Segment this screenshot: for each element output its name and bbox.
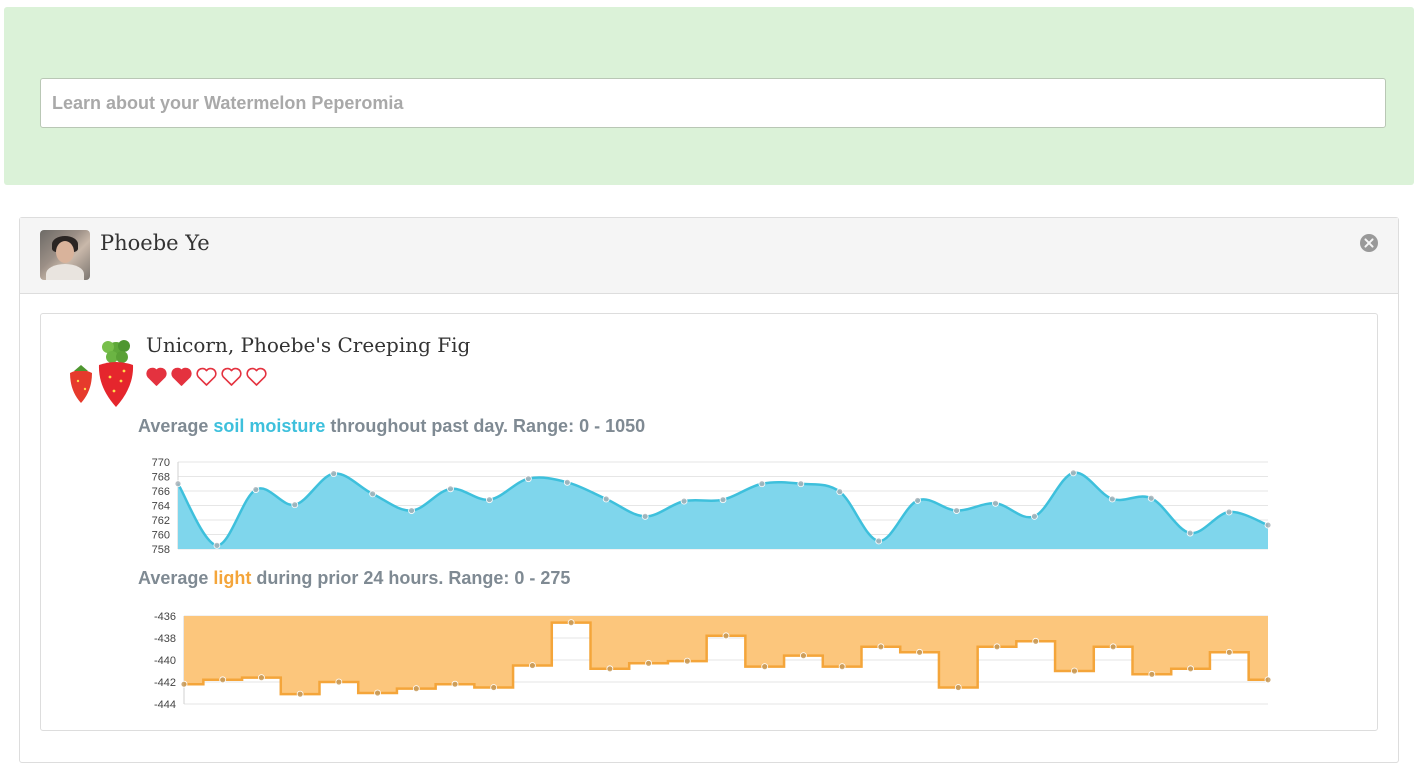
data-point[interactable]: [1032, 637, 1040, 645]
y-tick-label: -440: [154, 655, 176, 667]
data-point[interactable]: [174, 480, 182, 488]
plant-name: Unicorn, Phoebe's Creeping Fig: [146, 333, 471, 357]
data-point[interactable]: [993, 643, 1001, 651]
data-point[interactable]: [291, 501, 299, 509]
data-point[interactable]: [800, 652, 807, 659]
data-point[interactable]: [1225, 648, 1233, 656]
data-point[interactable]: [296, 690, 304, 698]
data-point[interactable]: [408, 507, 415, 514]
data-point[interactable]: [1148, 670, 1156, 678]
series-area: [184, 616, 1268, 695]
y-tick-label: 768: [152, 472, 170, 484]
data-point[interactable]: [1031, 512, 1038, 520]
user-panel-header: Phoebe Ye: [20, 218, 1398, 294]
y-tick-label: -436: [154, 611, 176, 623]
light-chart: -436 -438 -440 -442 -444: [154, 611, 1272, 711]
data-point[interactable]: [486, 496, 493, 504]
y-tick-label: -444: [154, 699, 176, 711]
data-point[interactable]: [1264, 676, 1272, 684]
data-point[interactable]: [335, 678, 343, 686]
data-point[interactable]: [180, 680, 188, 688]
data-point[interactable]: [369, 490, 377, 498]
data-point[interactable]: [567, 619, 575, 627]
rating-hearts: [146, 367, 267, 386]
search-banner: [4, 7, 1414, 185]
data-point[interactable]: [722, 632, 730, 640]
data-point[interactable]: [645, 659, 652, 667]
data-point[interactable]: [1187, 665, 1194, 673]
data-point[interactable]: [875, 537, 883, 545]
data-point[interactable]: [916, 648, 923, 656]
data-point[interactable]: [602, 495, 610, 503]
data-point[interactable]: [258, 674, 265, 681]
light-title-highlight: light: [213, 568, 252, 588]
close-icon[interactable]: [1360, 234, 1378, 252]
data-point[interactable]: [563, 478, 571, 486]
data-point[interactable]: [758, 480, 766, 488]
data-point[interactable]: [374, 689, 381, 697]
heart-outline-icon[interactable]: [196, 367, 217, 386]
data-point[interactable]: [1147, 494, 1155, 502]
series-area: [178, 472, 1268, 549]
y-tick-label: 762: [152, 515, 170, 527]
data-point[interactable]: [447, 485, 454, 493]
y-tick-label: 764: [152, 501, 170, 513]
user-name: Phoebe Ye: [100, 231, 210, 255]
y-tick-label: -438: [154, 633, 176, 645]
data-point[interactable]: [252, 486, 260, 493]
search-input[interactable]: [40, 78, 1386, 128]
data-point[interactable]: [451, 680, 459, 688]
avatar: [40, 230, 90, 280]
heart-filled-icon[interactable]: [146, 367, 167, 386]
data-point[interactable]: [953, 507, 960, 514]
data-point[interactable]: [683, 657, 691, 665]
user-panel: Phoebe Ye Unicorn, Phoebe's Creeping Fig…: [19, 217, 1399, 763]
data-point[interactable]: [992, 499, 999, 507]
plant-icon: [70, 340, 134, 407]
data-point[interactable]: [761, 663, 769, 670]
heart-outline-icon[interactable]: [246, 367, 267, 386]
data-point[interactable]: [1186, 529, 1194, 537]
data-point[interactable]: [219, 676, 227, 684]
data-point[interactable]: [524, 475, 532, 483]
y-tick-label: 760: [152, 530, 170, 542]
data-point[interactable]: [954, 684, 962, 691]
data-point[interactable]: [1109, 643, 1117, 651]
data-point[interactable]: [641, 512, 649, 520]
soil-title-highlight: soil moisture: [213, 416, 326, 436]
data-point[interactable]: [412, 685, 420, 692]
data-point[interactable]: [213, 541, 221, 549]
data-point[interactable]: [877, 643, 885, 651]
heart-outline-icon[interactable]: [221, 367, 242, 386]
data-point[interactable]: [914, 497, 922, 504]
plant-card: Unicorn, Phoebe's Creeping Fig Average s…: [40, 313, 1378, 731]
heart-filled-icon[interactable]: [171, 367, 192, 386]
data-point[interactable]: [1225, 508, 1233, 516]
data-point[interactable]: [330, 470, 338, 478]
data-point[interactable]: [797, 480, 805, 488]
data-point[interactable]: [529, 662, 536, 669]
data-point[interactable]: [1108, 495, 1116, 503]
data-point[interactable]: [606, 665, 614, 673]
data-point[interactable]: [1264, 521, 1272, 529]
data-point[interactable]: [1071, 667, 1078, 675]
soil-moisture-chart: 770 768 766 764 762 760 758: [152, 457, 1272, 556]
y-tick-label: 758: [152, 544, 170, 556]
data-point[interactable]: [838, 663, 846, 670]
light-chart-title: Average light during prior 24 hours. Ran…: [138, 568, 571, 588]
data-point[interactable]: [680, 497, 688, 505]
y-tick-label: 770: [152, 457, 170, 469]
data-point[interactable]: [1069, 469, 1077, 477]
data-point[interactable]: [719, 496, 727, 504]
y-tick-label: 766: [152, 486, 170, 498]
data-point[interactable]: [836, 488, 844, 496]
soil-chart-title: Average soil moisture throughout past da…: [138, 416, 646, 436]
data-point[interactable]: [490, 684, 498, 691]
y-tick-label: -442: [154, 677, 176, 689]
